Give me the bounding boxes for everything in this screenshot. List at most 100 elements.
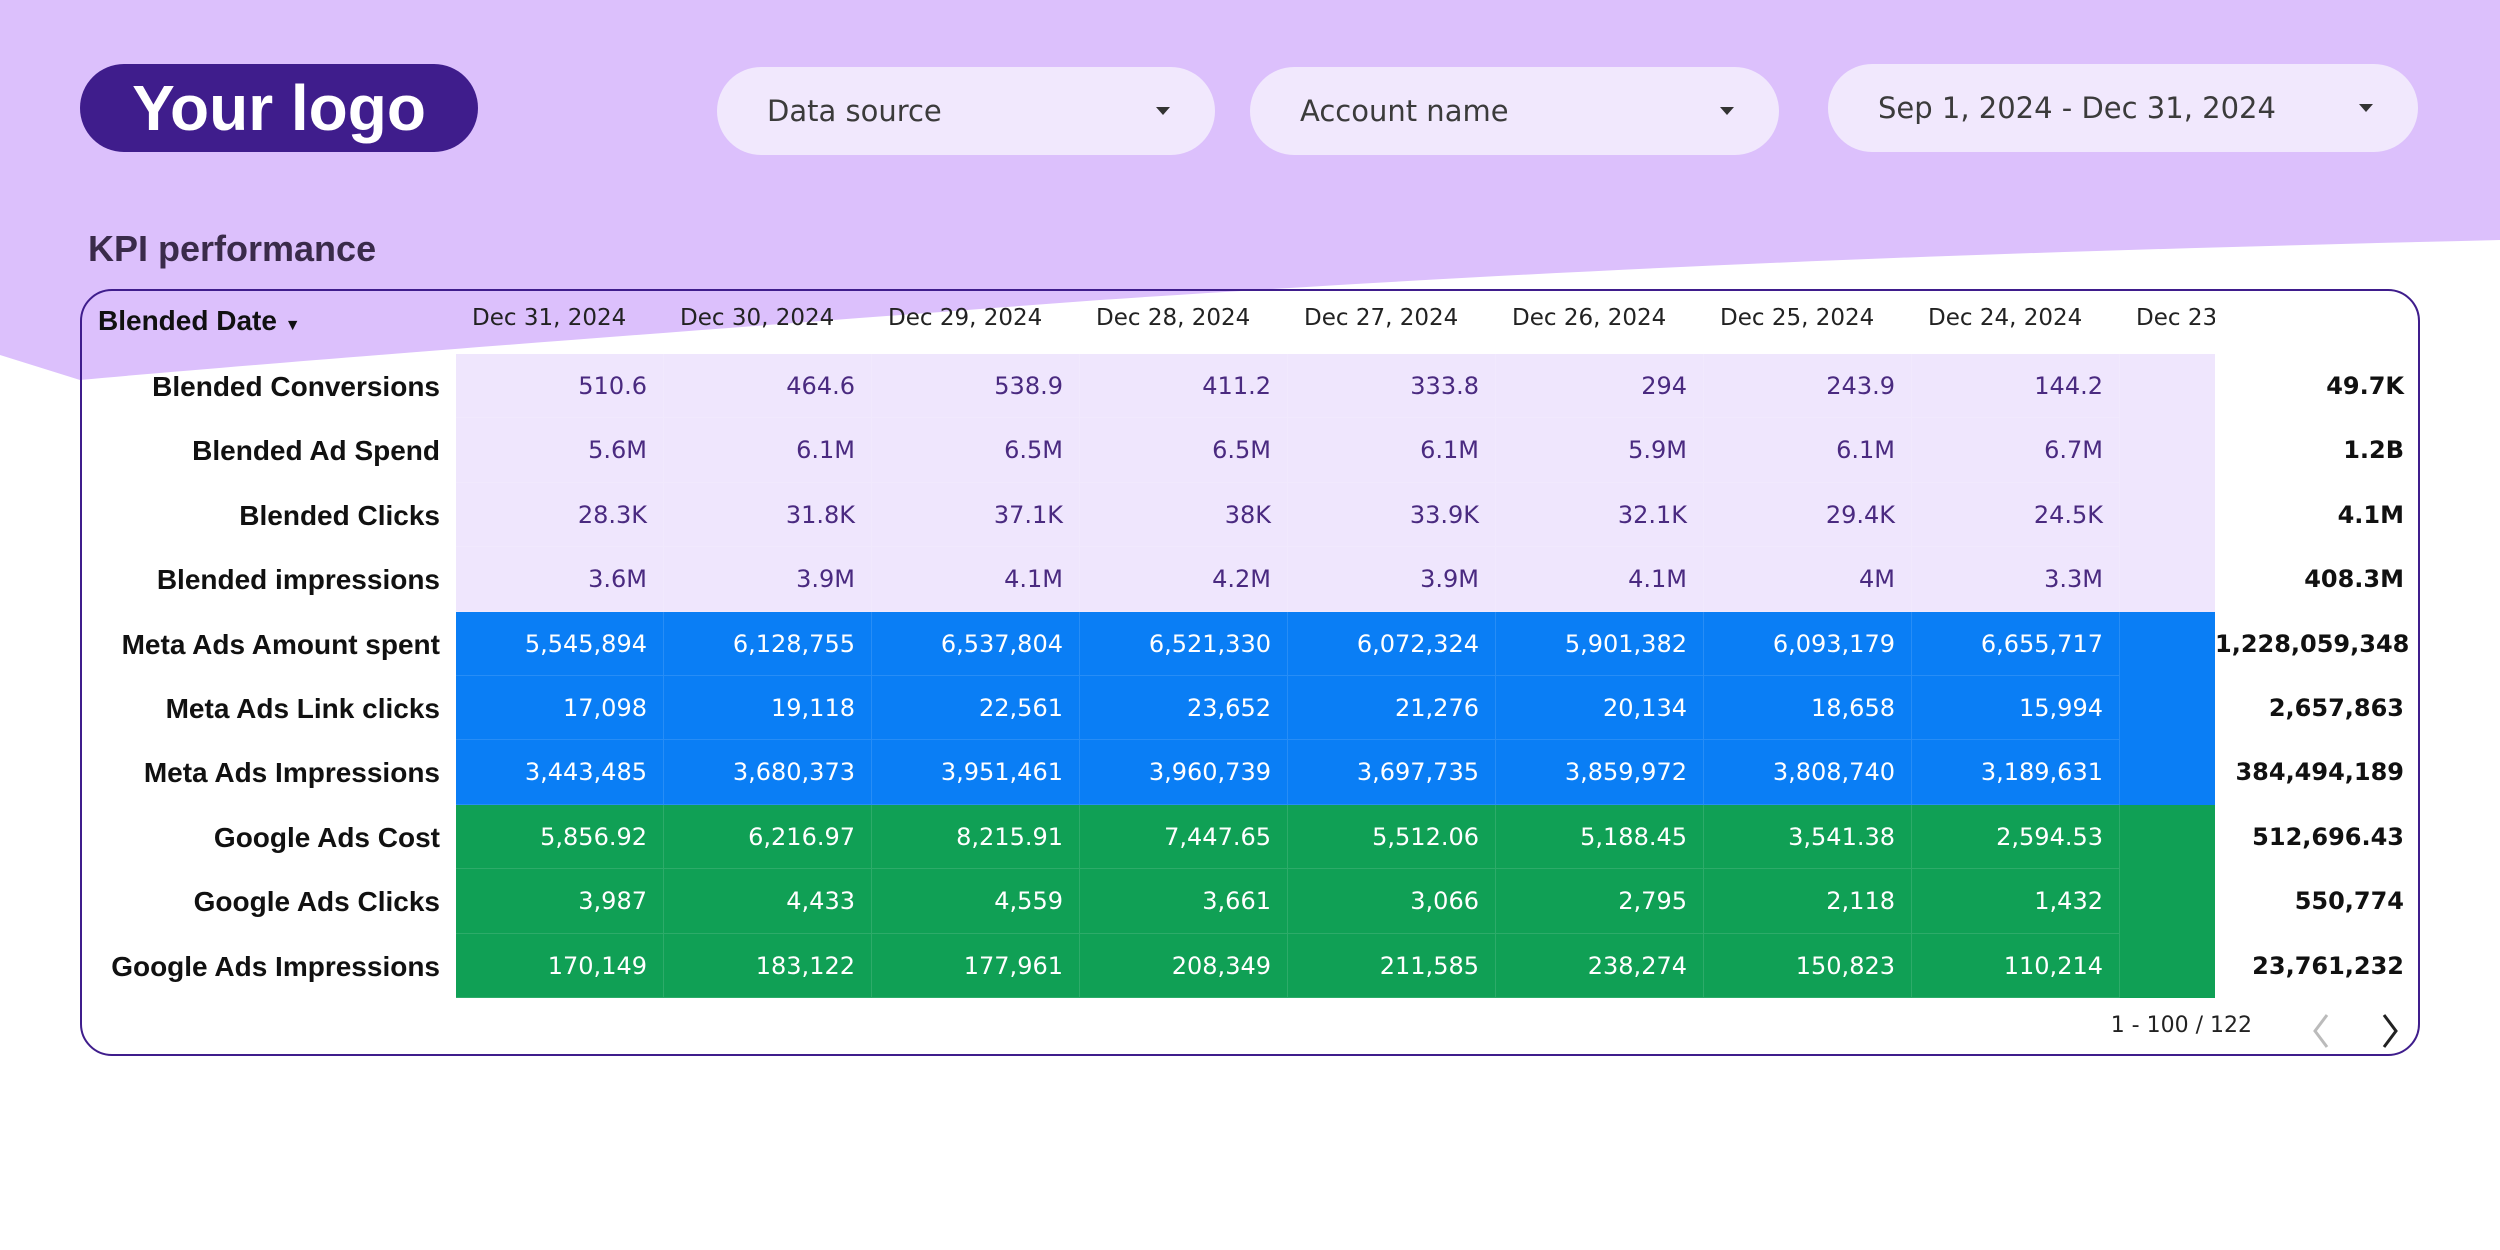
value-cell: 333.8 — [1288, 354, 1496, 419]
value-cell: 238,274 — [1496, 933, 1704, 998]
column-header: Dec 24, 2024 — [1928, 305, 2083, 331]
row-total: 384,494,189 — [2235, 758, 2404, 787]
value-cell: 411.2 — [1080, 354, 1288, 419]
value-cell: 3.3M — [1912, 547, 2120, 612]
date-range-picker[interactable]: Sep 1, 2024 - Dec 31, 2024 — [1828, 64, 2418, 152]
row-label: Blended impressions — [156, 564, 440, 596]
value-cell: 6,128,755 — [664, 611, 872, 676]
prev-page-button[interactable] — [2307, 1011, 2337, 1051]
value-cell: 6,072,324 — [1288, 611, 1496, 676]
value-cell: 5.6M — [456, 418, 664, 483]
row-label: Google Ads Clicks — [193, 886, 440, 918]
column-header: Blended Date — [98, 305, 277, 336]
value-cell: 3,951,461 — [872, 740, 1080, 805]
value-cell: 211,585 — [1288, 933, 1496, 998]
value-cell: 6,093,179 — [1704, 611, 1912, 676]
value-cell: 208,349 — [1080, 933, 1288, 998]
row-band — [456, 869, 2215, 935]
row-band — [456, 354, 2215, 419]
value-cell: 6.1M — [664, 418, 872, 483]
value-cell: 6,655,717 — [1912, 611, 2120, 676]
value-cell: 6.5M — [1080, 418, 1288, 483]
column-header: Dec 31, 2024 — [472, 305, 627, 331]
value-cell: 4.2M — [1080, 547, 1288, 612]
column-header: Dec 29, 2024 — [888, 305, 1043, 331]
sort-header[interactable]: Blended Date ▼ — [98, 305, 301, 336]
value-cell: 3.9M — [664, 547, 872, 612]
next-page-button[interactable] — [2374, 1011, 2404, 1051]
row-total: 4.1M — [2337, 500, 2404, 529]
value-cell: 110,214 — [1912, 933, 2120, 998]
value-cell: 37.1K — [872, 482, 1080, 548]
filter-label: Data source — [767, 94, 942, 128]
value-cell: 6,216.97 — [664, 804, 872, 870]
section-title: KPI performance — [88, 228, 377, 269]
value-cell: 3,697,735 — [1288, 740, 1496, 805]
value-cell: 21,276 — [1288, 676, 1496, 741]
value-cell: 33.9K — [1288, 482, 1496, 548]
value-cell: 4.1M — [872, 547, 1080, 612]
value-cell: 6.1M — [1288, 418, 1496, 483]
row-label: Google Ads Impressions — [111, 950, 440, 982]
value-cell: 24.5K — [1912, 482, 2120, 548]
value-cell: 3,960,739 — [1080, 740, 1288, 805]
column-header: Dec 28, 2024 — [1096, 305, 1251, 331]
value-cell: 5,545,894 — [456, 611, 664, 676]
value-cell: 17,098 — [456, 676, 664, 741]
row-total: 1.2B — [2343, 436, 2404, 465]
value-cell: 6.1M — [1704, 418, 1912, 483]
row-band — [456, 611, 2215, 677]
column-header: Dec 27, 2024 — [1304, 305, 1459, 331]
pagination: 1 - 100 / 122 — [2110, 1013, 2252, 1038]
value-cell: 183,122 — [664, 933, 872, 998]
logo[interactable]: Your logo — [80, 64, 478, 152]
value-cell: 7,447.65 — [1080, 804, 1288, 870]
row-label: Meta Ads Link clicks — [165, 693, 440, 724]
row-label: Meta Ads Impressions — [143, 757, 440, 789]
row-band — [456, 676, 2215, 741]
value-cell: 2,795 — [1496, 869, 1704, 934]
value-cell: 18,658 — [1704, 676, 1912, 741]
value-cell: 3,541.38 — [1704, 804, 1912, 870]
value-cell: 4.1M — [1496, 547, 1704, 612]
value-cell: 2,594.53 — [1912, 804, 2120, 870]
value-cell: 23,652 — [1080, 676, 1288, 741]
row-band — [456, 933, 2215, 999]
value-cell: 6,521,330 — [1080, 611, 1288, 676]
row-band — [456, 804, 2215, 870]
value-cell: 5,901,382 — [1496, 611, 1704, 676]
value-cell: 170,149 — [456, 933, 664, 998]
value-cell: 4,433 — [664, 869, 872, 934]
filter-label: Sep 1, 2024 - Dec 31, 2024 — [1878, 91, 2276, 125]
value-cell: 3,987 — [456, 869, 664, 934]
value-cell: 243.9 — [1704, 354, 1912, 419]
value-cell: 32.1K — [1496, 482, 1704, 548]
value-cell: 22,561 — [872, 676, 1080, 741]
value-cell: 3,443,485 — [456, 740, 664, 805]
filter-dropdown[interactable]: Data source — [717, 67, 1215, 155]
row-label: Blended Ad Spend — [192, 435, 440, 467]
value-cell: 1,432 — [1912, 869, 2120, 934]
value-cell: 5,856.92 — [456, 804, 664, 870]
column-header: Dec 25, 2024 — [1720, 305, 1875, 331]
row-total: 49.7K — [2326, 372, 2404, 400]
row-label: Blended Conversions — [152, 371, 440, 402]
row-band — [456, 547, 2215, 613]
value-cell: 150,823 — [1704, 933, 1912, 998]
row-total: 1,228,059,348 — [2215, 629, 2410, 658]
row-total: 550,774 — [2294, 887, 2404, 916]
value-cell: 5,512.06 — [1288, 804, 1496, 870]
value-cell: 8,215.91 — [872, 804, 1080, 870]
value-cell: 29.4K — [1704, 482, 1912, 548]
value-cell: 510.6 — [456, 354, 664, 419]
value-cell: 4,559 — [872, 869, 1080, 934]
value-cell: 3,661 — [1080, 869, 1288, 934]
row-band — [456, 418, 2215, 484]
row-total: 2,657,863 — [2268, 694, 2404, 722]
value-cell: 6.5M — [872, 418, 1080, 483]
value-cell: 294 — [1496, 354, 1704, 419]
value-cell: 3,066 — [1288, 869, 1496, 934]
filter-dropdown[interactable]: Account name — [1250, 67, 1779, 155]
value-cell: 38K — [1080, 482, 1288, 548]
